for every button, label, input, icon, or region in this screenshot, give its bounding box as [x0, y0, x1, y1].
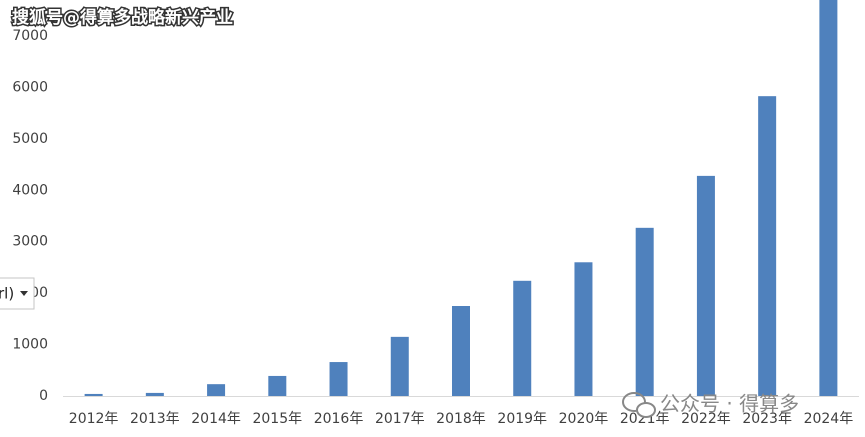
watermark: 公众号 · 得算多 — [660, 392, 799, 416]
watermark: 搜狐号@得算多战略新兴产业 — [12, 7, 233, 28]
x-tick-label: 2023年 — [742, 411, 792, 427]
x-tick-label: 2015年 — [252, 411, 302, 427]
bar — [390, 336, 409, 396]
x-tick-label: 2022年 — [681, 411, 731, 427]
paste-options-label: rl) — [0, 285, 14, 303]
bar — [329, 362, 348, 396]
bar — [145, 392, 164, 396]
y-tick-label: 5000 — [12, 131, 48, 147]
x-tick-label: 2024年 — [804, 411, 854, 427]
y-tick-label: 7000 — [12, 28, 48, 44]
dropdown-arrow — [20, 291, 28, 296]
x-tick-label: 2017年 — [375, 411, 425, 427]
bar — [758, 96, 777, 397]
icon-bubble — [636, 402, 656, 418]
bar — [207, 384, 226, 396]
x-tick-label: 2012年 — [69, 411, 119, 427]
x-tick-label: 2013年 — [130, 411, 180, 427]
bar — [819, 0, 838, 396]
bar — [513, 280, 532, 396]
x-tick-label: 2014年 — [191, 411, 241, 427]
bar — [452, 306, 470, 396]
x-tick-label: 2021年 — [620, 411, 670, 427]
bar — [696, 175, 715, 396]
bar — [635, 227, 654, 396]
y-tick-label: 4000 — [12, 182, 48, 198]
x-tick-label: 2016年 — [314, 411, 364, 427]
y-tick-label: 6000 — [12, 79, 48, 95]
bar — [268, 375, 287, 396]
wechat-icon — [622, 392, 656, 418]
x-tick-label: 2019年 — [497, 411, 547, 427]
y-tick-label: 0 — [39, 388, 48, 404]
bar — [574, 262, 593, 396]
paste-options — [0, 277, 35, 310]
y-tick-label: 1000 — [12, 337, 48, 353]
bars — [84, 0, 838, 397]
icon-bubble — [622, 392, 646, 412]
y-tick-label: 3000 — [12, 234, 48, 250]
bar — [84, 393, 103, 396]
x-tick-label: 2018年 — [436, 411, 486, 427]
x-tick-label: 2020年 — [559, 411, 609, 427]
